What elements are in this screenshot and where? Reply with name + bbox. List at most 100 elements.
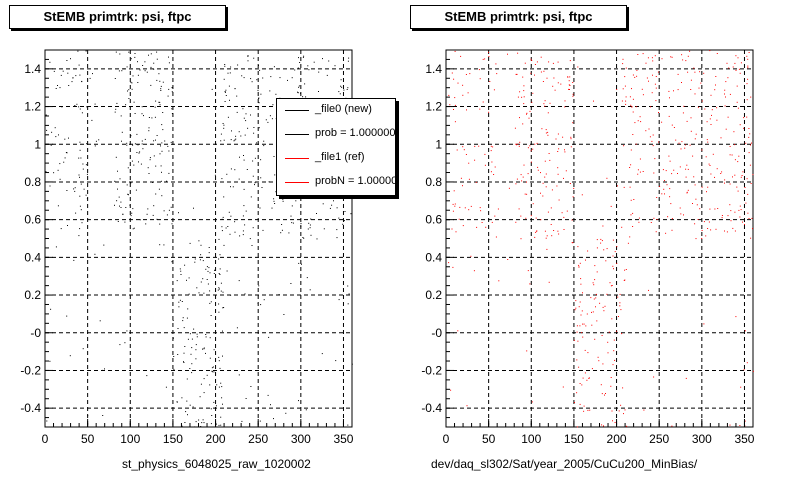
scatter-point [653,172,655,174]
scatter-point [577,340,579,342]
scatter-point [251,81,253,83]
scatter-point [252,175,254,177]
scatter-point [74,187,76,189]
chart-title-right: StEMB primtrk: psi, ftpc [410,5,627,29]
scatter-point [553,230,555,231]
y-tick-label: 0.8 [24,175,41,189]
scatter-point [730,220,732,222]
scatter-point [206,279,208,280]
scatter-point [630,104,632,106]
scatter-point [222,291,224,293]
scatter-point [153,205,155,207]
x-tick-label: 50 [81,432,95,446]
scatter-point [226,173,228,175]
scatter-point [342,223,344,225]
scatter-point [580,283,582,285]
scatter-point [227,72,229,74]
scatter-point [715,228,717,230]
scatter-point [153,62,155,64]
scatter-point [339,93,341,95]
scatter-point [257,89,259,91]
scatter-point [750,144,751,146]
scatter-point [302,237,304,238]
scatter-point [530,161,532,163]
scatter-point [222,216,224,218]
scatter-point [187,256,189,258]
scatter-point [150,66,152,68]
scatter-point [195,349,197,351]
scatter-point [263,299,265,301]
scatter-point [687,55,689,57]
scatter-point [130,81,132,83]
scatter-point [507,259,509,260]
scatter-point [260,304,262,306]
scatter-point [119,178,121,180]
scatter-point [138,161,139,163]
scatter-point [742,221,743,223]
scatter-point [193,328,195,330]
scatter-point [466,109,467,111]
scatter-point [605,393,606,394]
scatter-point [350,213,352,215]
scatter-point [550,224,552,225]
scatter-point [682,112,684,114]
scatter-point [129,182,131,184]
scatter-point [541,128,543,130]
scatter-point [205,336,207,338]
scatter-point [573,339,575,341]
scatter-point [211,415,213,416]
scatter-point [520,174,522,176]
scatter-point [710,229,712,231]
scatter-point [523,103,525,105]
scatter-point [508,187,510,189]
scatter-point [137,61,138,63]
scatter-point [290,215,292,217]
scatter-point [547,131,549,133]
scatter-point [220,290,222,292]
scatter-point [344,211,346,212]
scatter-point [77,50,79,52]
scatter-point [739,425,741,426]
scatter-point [703,323,705,325]
scatter-point [651,140,653,142]
scatter-point [721,217,723,219]
scatter-point [144,138,146,140]
scatter-point [243,117,245,119]
scatter-point [172,320,174,321]
scatter-point [253,57,255,59]
scatter-point [300,92,301,94]
scatter-point [191,347,193,349]
scatter-point [259,69,261,71]
scatter-point [527,173,529,175]
scatter-point [254,184,255,186]
scatter-point [128,194,129,196]
legend-label: _file0 (new) [315,103,372,115]
scatter-point [680,213,682,215]
scatter-point [343,89,345,91]
scatter-point [223,244,225,246]
scatter-point [633,199,635,200]
scatter-point [712,153,714,155]
scatter-point [462,146,464,148]
scatter-point [582,377,584,379]
scatter-point [190,353,192,355]
scatter-point [244,224,246,226]
scatter-point [456,149,458,151]
scatter-point [693,176,695,178]
scatter-point [680,148,682,150]
scatter-point [221,230,223,232]
scatter-point [729,183,731,185]
scatter-point [715,84,716,86]
scatter-point [298,400,299,402]
scatter-point [202,419,204,421]
scatter-point [94,103,96,105]
scatter-point [178,212,179,214]
scatter-point [685,377,687,379]
scatter-point [566,210,568,212]
y-tick-label: 1.4 [24,62,41,76]
scatter-point [593,284,595,286]
scatter-point [459,206,461,208]
scatter-point [576,359,578,361]
scatter-point [572,196,574,198]
scatter-point [746,99,748,101]
